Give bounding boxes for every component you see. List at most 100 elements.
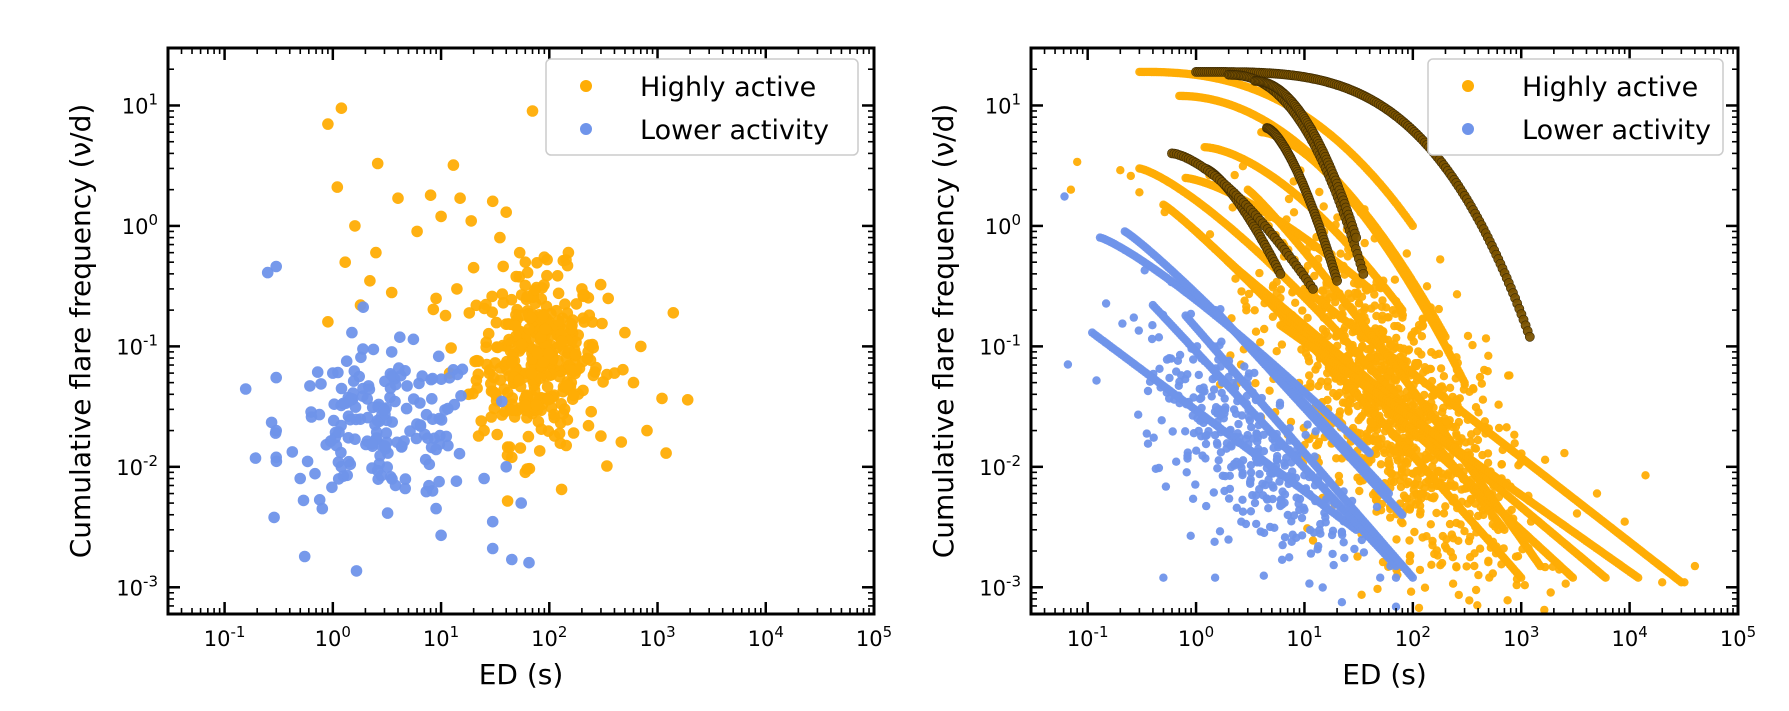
lower-activity-point [379,440,391,452]
highly-active-point [510,330,522,342]
highly-active-point [1373,584,1382,594]
highly-active-point [561,307,574,319]
highly-active-point [1468,340,1477,350]
y-axis-label: Cumulative flare frequency (ν/d) [64,104,97,559]
lower-activity-point [1259,571,1269,580]
lower-activity-point [1238,507,1248,516]
highly-active-point [565,364,577,376]
highly-active-point [1376,460,1386,469]
highly-active-point [1405,536,1414,545]
lower-activity-point [1275,398,1285,407]
highly-active-point [1255,268,1264,278]
highly-active-point [1237,287,1246,296]
highly-active-point [570,348,582,361]
lower-activity-point [1294,499,1303,508]
highly-active-point [1680,578,1689,587]
highly-active-point [530,399,543,411]
lower-activity-point [294,472,307,485]
highly-active-point [1436,255,1445,264]
lower-activity-point [327,367,339,379]
highly-active-point [467,261,480,274]
lower-activity-point [1252,429,1262,439]
highly-active-point [594,278,607,291]
lower-activity-point [1246,507,1256,516]
lower-activity-point [455,390,467,402]
highly-active-point [601,460,613,472]
lower-activity-point [399,482,412,495]
highly-active-point [1298,306,1307,315]
highly-active-point [1471,403,1481,412]
lower-activity-point [420,485,433,498]
highly-active-point [1336,249,1345,258]
highly-active-point [491,428,504,441]
highly-active-point [1306,382,1315,392]
lower-activity-point [1189,429,1199,438]
highly-active-point [541,269,553,282]
highly-active-point [1568,573,1578,582]
lower-activity-point [346,326,358,339]
lower-activity-point [268,511,280,524]
x-axis-label: ED (s) [479,658,564,691]
lower-activity-point [1201,454,1210,463]
highly-active-point [641,424,653,437]
highly-active-point [1456,520,1465,529]
highly-active-point [1478,395,1488,404]
highly-active-point [1334,471,1344,481]
highly-active-point [1430,549,1439,559]
highly-active-point [1356,413,1365,422]
highly-active-point [1513,552,1523,561]
highly-active-point [1377,302,1387,311]
highly-active-point [541,380,554,393]
lower-activity-point [1359,548,1369,557]
lower-activity-point [407,393,420,405]
highly-active-point [558,403,571,415]
highly-active-point [1425,364,1434,374]
lower-activity-point [1321,513,1330,522]
lower-activity-point [1183,370,1192,379]
highly-active-point [1442,535,1451,544]
lower-activity-point [301,455,314,468]
highly-active-point [1402,249,1412,258]
highly-active-point [364,275,376,287]
highly-active-point [1454,590,1464,600]
plot-area [239,102,694,577]
highly-active-point [1412,466,1421,476]
highly-active-point [537,356,550,368]
highly-active-point [515,338,528,351]
highly-active-point [1428,462,1437,471]
x-tick-label: 104 [748,623,784,651]
lower-activity-point [1234,419,1243,429]
lower-activity-point [1246,479,1255,488]
highly-active-point [445,342,457,354]
lower-activity-point [363,383,376,396]
lower-activity-point [486,542,499,555]
lower-activity-point [384,471,397,483]
highly-active-point [1398,305,1407,315]
highly-active-point [1313,361,1322,370]
highly-active-point [1431,350,1440,359]
lower-activity-point [384,382,397,395]
highly-active-point [489,387,502,400]
highly-active-point [1260,324,1269,334]
lower-activity-point [1220,486,1229,496]
lower-activity-point [1148,321,1157,330]
highly-active-point [1251,327,1261,336]
highly-active-point [1386,513,1395,522]
highly-active-point [498,383,511,395]
lower-activity-point [1277,555,1287,564]
highly-active-point [519,256,532,269]
left-panel: 10-1 100 101 102 103 104 10510-310-210-1100101… [64,46,892,691]
highly-active-point [1428,541,1437,550]
highly-active-point [1370,301,1380,310]
lower-activity-point [1318,583,1327,592]
highly-active-point [1420,583,1430,592]
lower-activity-point [261,266,274,279]
lower-activity-point [423,458,436,471]
lower-activity-point [1238,495,1247,504]
lower-activity-point [426,393,438,405]
highly-active-point [521,412,533,424]
highly-active-point [1415,501,1425,510]
highly-active-point [339,256,352,269]
lower-activity-point [1220,394,1229,403]
